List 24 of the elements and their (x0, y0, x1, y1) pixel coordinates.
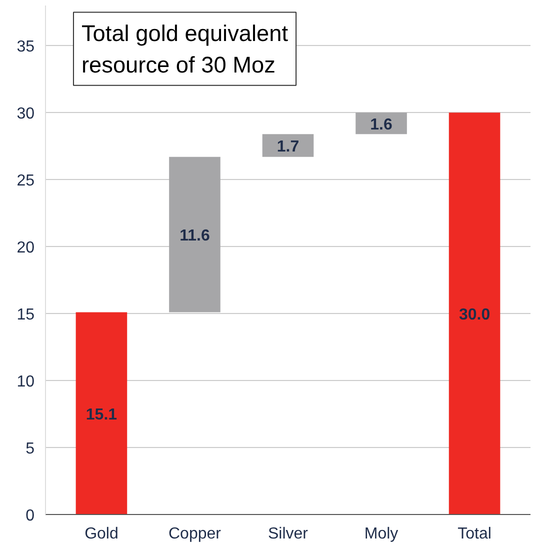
data-label: 30.0 (458, 306, 490, 324)
data-label: 11.6 (180, 228, 210, 245)
y-tick-label: 0 (26, 508, 35, 524)
x-tick-label: Moly (364, 526, 398, 542)
text: Total gold equivalent resource of 30 Moz (81, 20, 289, 78)
bar (76, 312, 128, 514)
data-label: 1.6 (370, 116, 392, 134)
y-tick-label: 25 (16, 172, 35, 190)
bar (448, 112, 500, 514)
x-tick-label: Gold (84, 526, 118, 542)
bar (356, 112, 407, 134)
y-tick-label: 10 (16, 374, 35, 391)
data-label: 1.7 (276, 138, 300, 156)
bar (262, 134, 314, 157)
x-tick-label: Silver (268, 526, 309, 542)
bar (169, 156, 220, 312)
y-tick-label: 30 (16, 106, 35, 123)
x-tick-label: Copper (168, 526, 222, 542)
x-tick-label: Total (458, 526, 492, 542)
y-tick-label: 20 (16, 240, 35, 257)
y-tick-label: 15 (16, 306, 35, 324)
y-tick-label: 35 (16, 38, 35, 56)
y-tick-label: 5 (26, 440, 35, 458)
data-label: 15.1 (86, 406, 118, 424)
